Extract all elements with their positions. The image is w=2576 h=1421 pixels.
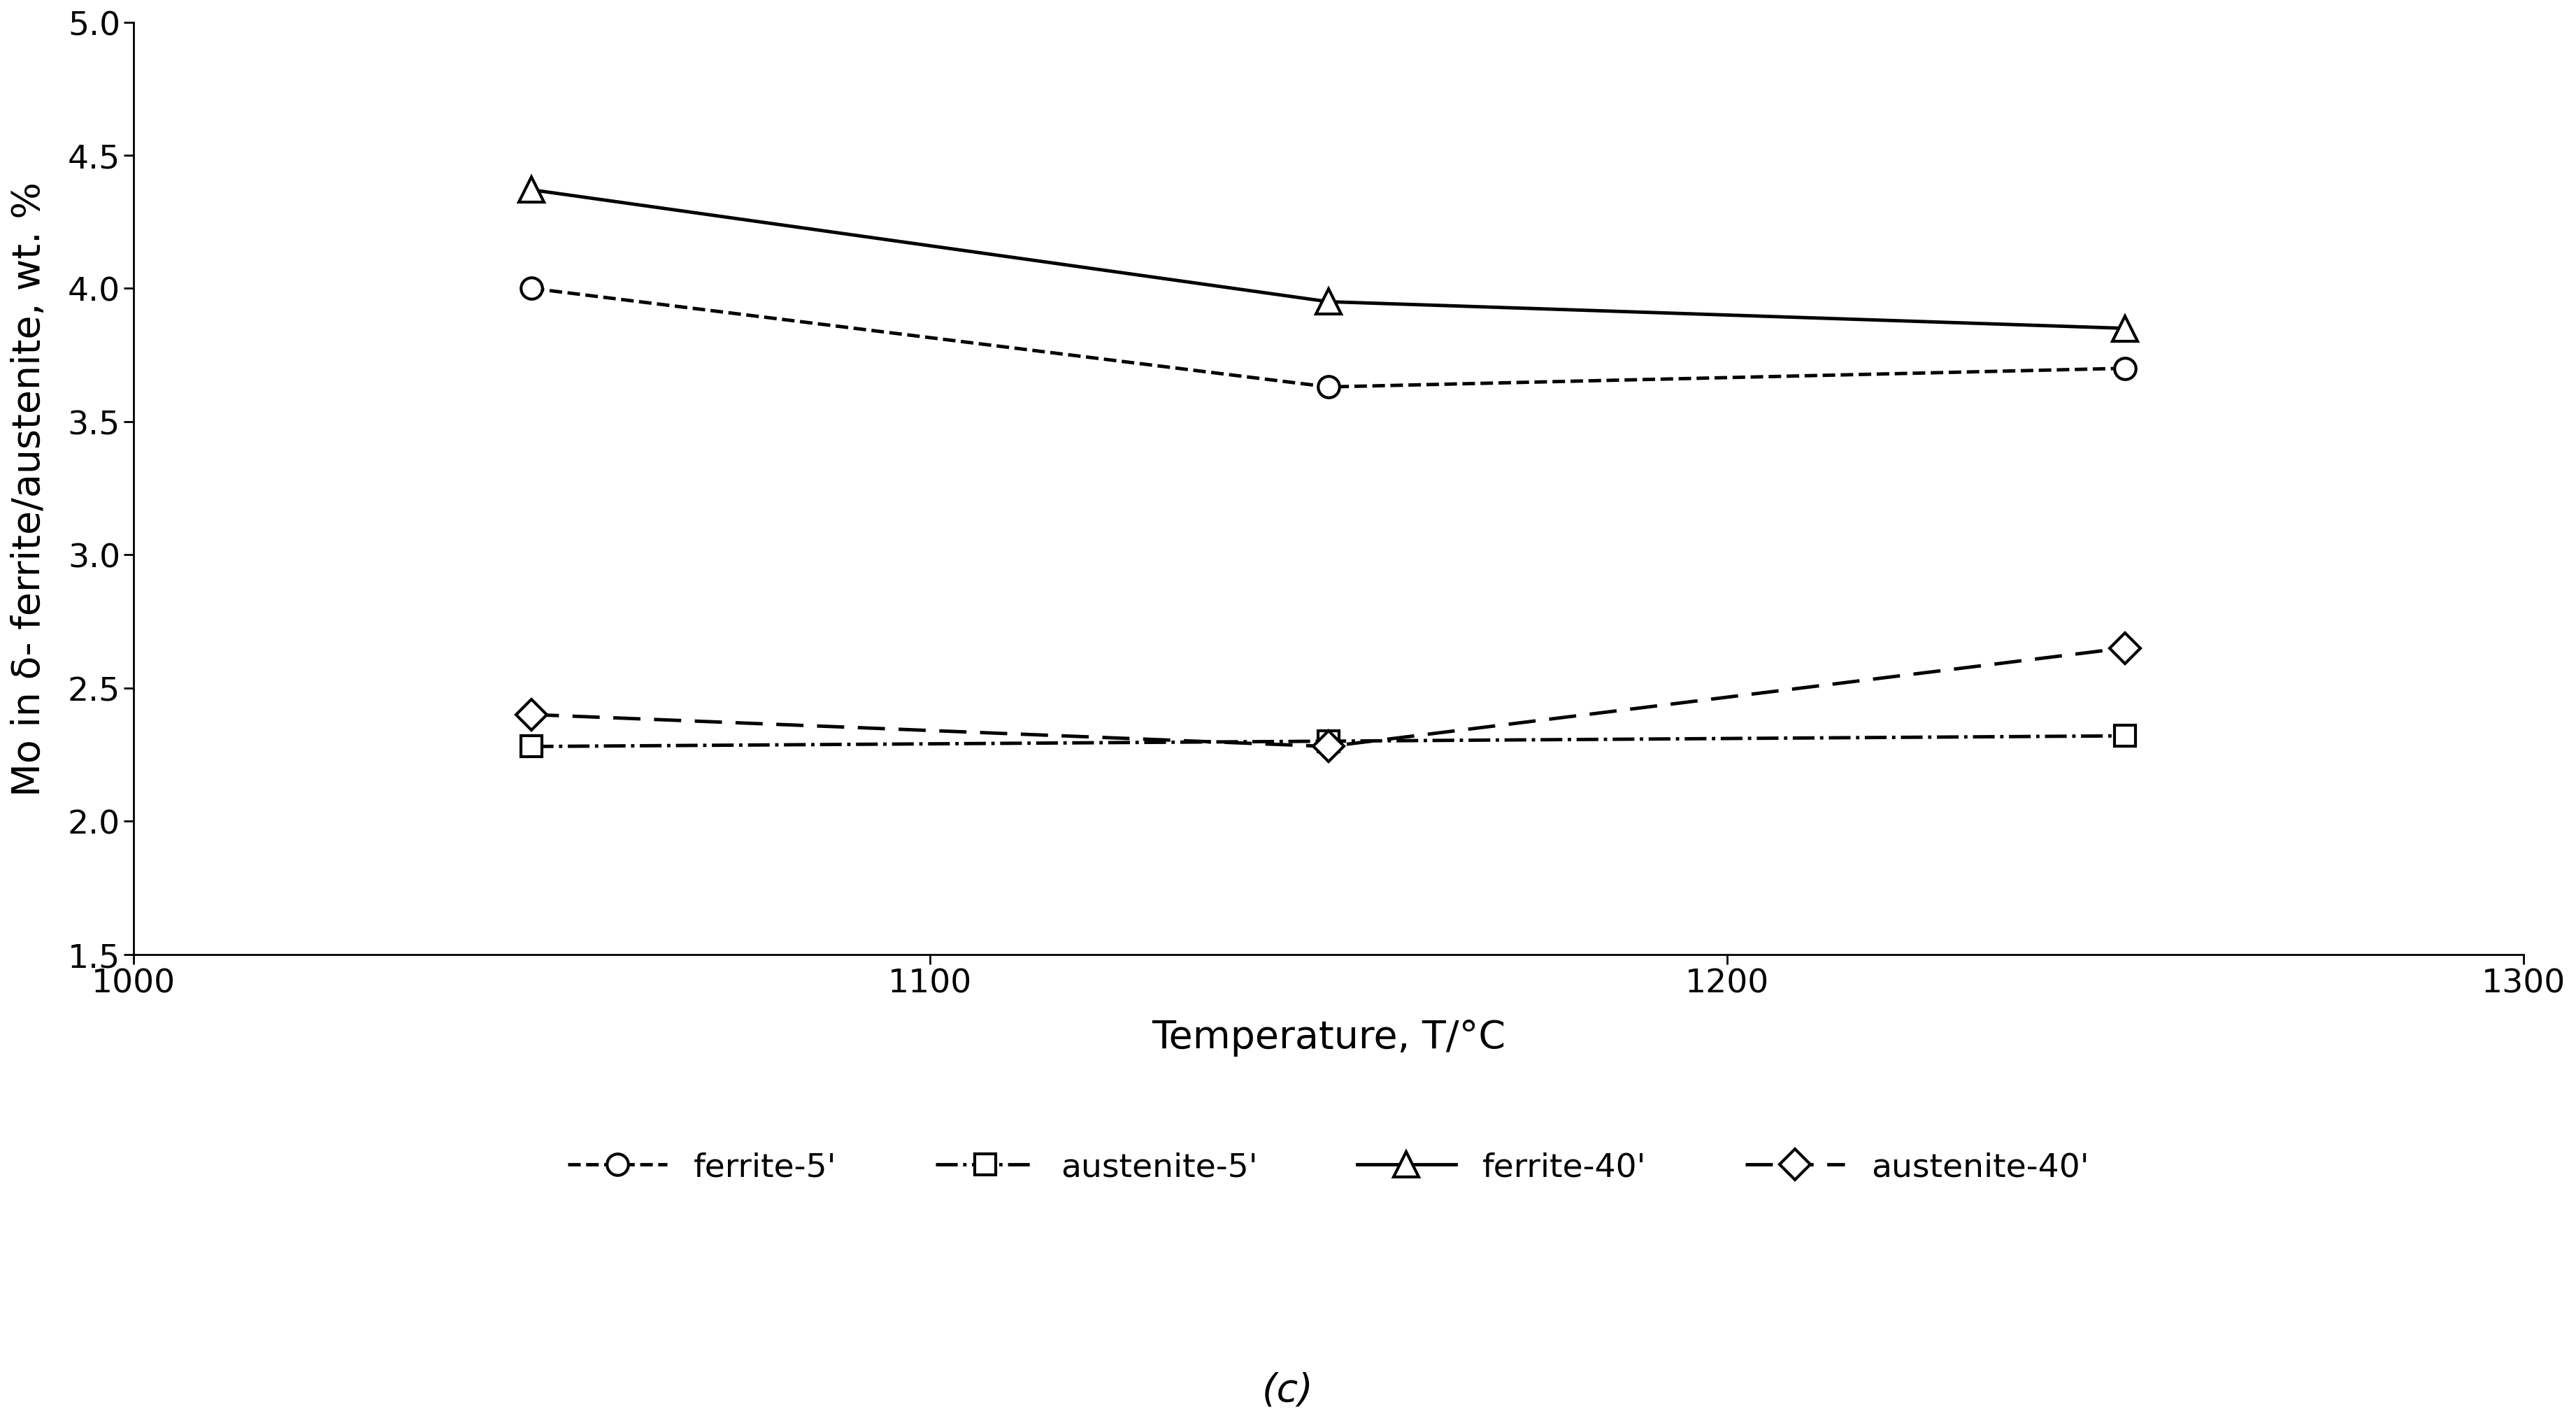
austenite-40'	[1314, 739, 1345, 756]
Text: (c): (c)	[1262, 1371, 1314, 1408]
X-axis label: Temperature, T/°C: Temperature, T/°C	[1151, 1019, 1504, 1056]
austenite-40'	[515, 706, 546, 723]
austenite-5'	[2110, 728, 2141, 745]
austenite-5'	[515, 739, 546, 756]
Line: ferrite-5': ferrite-5'	[520, 279, 2136, 398]
ferrite-5'	[1314, 379, 1345, 396]
ferrite-5'	[2110, 361, 2141, 378]
Line: ferrite-40': ferrite-40'	[520, 178, 2138, 341]
Line: austenite-5': austenite-5'	[520, 726, 2136, 757]
austenite-5'	[1314, 733, 1345, 750]
austenite-40'	[2110, 639, 2141, 657]
Line: austenite-40': austenite-40'	[520, 638, 2136, 757]
ferrite-40'	[2110, 320, 2141, 337]
ferrite-5'	[515, 280, 546, 297]
ferrite-40'	[1314, 294, 1345, 311]
Y-axis label: Mo in δ- ferrite/austenite, wt. %: Mo in δ- ferrite/austenite, wt. %	[10, 182, 49, 796]
Legend: ferrite-5', austenite-5', ferrite-40', austenite-40': ferrite-5', austenite-5', ferrite-40', a…	[554, 1138, 2102, 1196]
ferrite-40'	[515, 182, 546, 199]
